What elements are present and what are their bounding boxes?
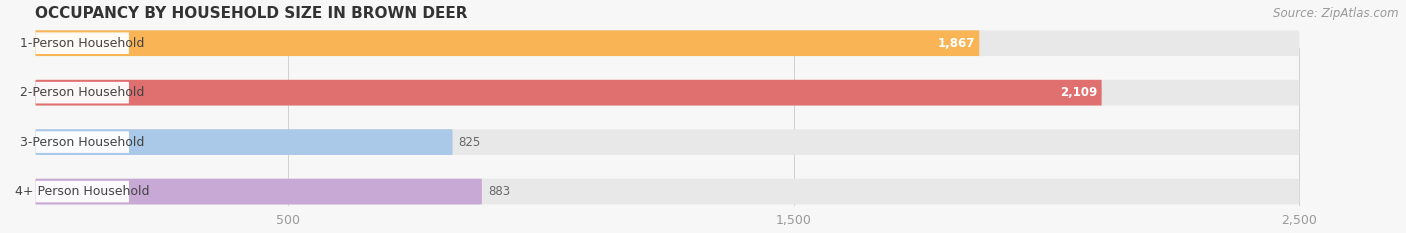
FancyBboxPatch shape <box>35 30 1299 56</box>
Text: 2,109: 2,109 <box>1060 86 1098 99</box>
FancyBboxPatch shape <box>35 129 453 155</box>
FancyBboxPatch shape <box>35 32 129 54</box>
Text: OCCUPANCY BY HOUSEHOLD SIZE IN BROWN DEER: OCCUPANCY BY HOUSEHOLD SIZE IN BROWN DEE… <box>35 6 468 21</box>
FancyBboxPatch shape <box>35 80 1102 106</box>
FancyBboxPatch shape <box>35 129 1299 155</box>
FancyBboxPatch shape <box>35 181 129 202</box>
FancyBboxPatch shape <box>35 179 1299 204</box>
FancyBboxPatch shape <box>35 131 129 153</box>
Text: 825: 825 <box>458 136 481 149</box>
Text: 1,867: 1,867 <box>938 37 976 50</box>
FancyBboxPatch shape <box>35 80 1299 106</box>
FancyBboxPatch shape <box>35 82 129 103</box>
Text: Source: ZipAtlas.com: Source: ZipAtlas.com <box>1274 7 1399 20</box>
Text: 4+ Person Household: 4+ Person Household <box>15 185 149 198</box>
FancyBboxPatch shape <box>35 30 980 56</box>
FancyBboxPatch shape <box>35 179 482 204</box>
Text: 883: 883 <box>488 185 510 198</box>
Text: 2-Person Household: 2-Person Household <box>20 86 145 99</box>
Text: 1-Person Household: 1-Person Household <box>20 37 145 50</box>
Text: 3-Person Household: 3-Person Household <box>20 136 145 149</box>
